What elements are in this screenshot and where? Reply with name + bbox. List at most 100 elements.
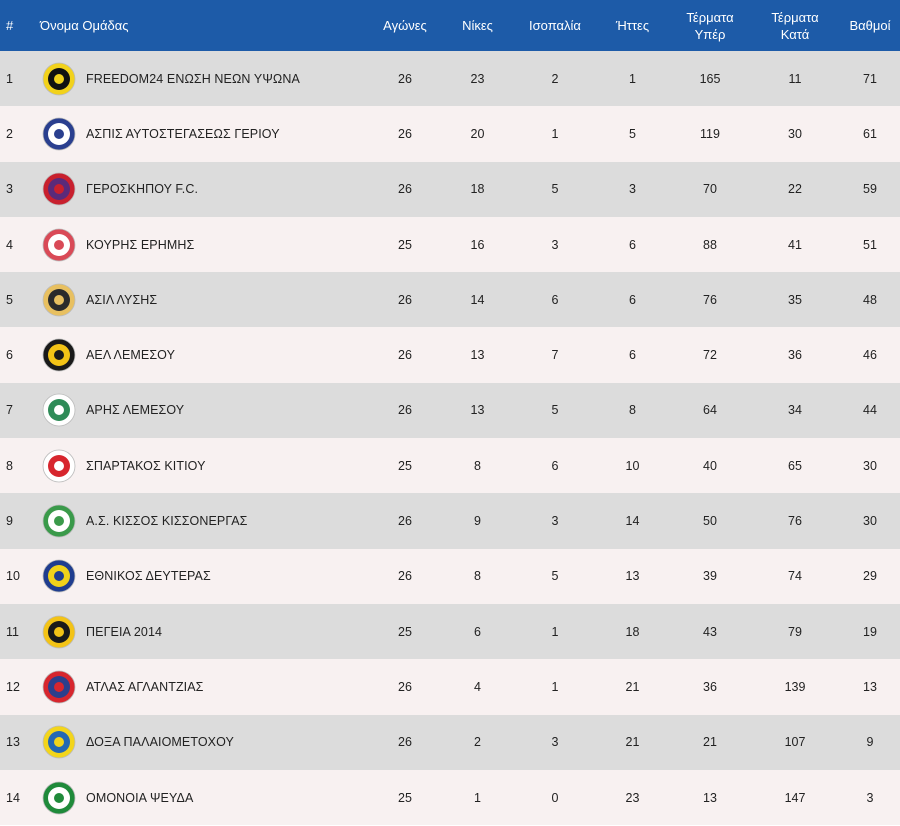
wins-cell: 1 (474, 790, 481, 805)
points-cell: 29 (863, 569, 877, 584)
column-header-team[interactable]: Όνομα Ομάδας (40, 18, 129, 33)
column-header-position[interactable]: # (6, 18, 14, 33)
ethnikos-defteras-crest-icon (42, 559, 76, 593)
played-cell: 26 (398, 348, 412, 363)
table-row[interactable]: 7 ΑΡΗΣ ΛΕΜΕΣΟΥ 26 13 5 8 64 34 44 (0, 382, 900, 439)
table-row[interactable]: 11 ΠΕΓΕΙΑ 2014 25 6 1 18 43 79 19 (0, 603, 900, 660)
position-cell: 8 (6, 458, 13, 473)
team-cell[interactable]: ΑΡΗΣ ΛΕΜΕΣΟΥ (40, 383, 370, 438)
team-name[interactable]: ΠΕΓΕΙΑ 2014 (86, 624, 163, 639)
draws-cell: 1 (551, 679, 559, 694)
draws-cell: 0 (551, 790, 559, 805)
wins-cell: 14 (470, 292, 485, 307)
table-row[interactable]: 14 ΟΜΟΝΟΙΑ ΨΕΥΔΑ 25 1 0 23 13 147 3 (0, 769, 900, 826)
team-cell[interactable]: ΑΣΙΛ ΛΥΣΗΣ (40, 272, 370, 327)
played-cell: 26 (398, 679, 412, 694)
table-row[interactable]: 4 ΚΟΥΡΗΣ ΕΡΗΜΗΣ 25 16 3 6 88 41 51 (0, 216, 900, 273)
goals-against-cell: 36 (788, 348, 802, 363)
column-header-goals-for[interactable]: Τέρματα Υπέρ (670, 0, 750, 51)
atlas-aglantzias-crest-icon (42, 670, 76, 704)
table-row[interactable]: 12 ΑΤΛΑΣ ΑΓΛΑΝΤΖΙΑΣ 26 4 1 21 36 139 13 (0, 659, 900, 715)
draws-cell: 5 (551, 403, 559, 418)
team-cell[interactable]: ΠΕΓΕΙΑ 2014 (40, 604, 370, 659)
team-name[interactable]: ΟΜΟΝΟΙΑ ΨΕΥΔΑ (86, 790, 194, 805)
table-row[interactable]: 1 FREEDOM24 ΕΝΩΣΗ ΝΕΩΝ ΥΨΩΝΑ 26 23 2 1 165 11 71 (0, 51, 900, 107)
position-cell: 12 (6, 679, 20, 694)
column-header-played[interactable]: Αγώνες (383, 18, 427, 33)
kouris-erimis-crest-icon (42, 228, 76, 261)
team-cell-content: ΑΣΠΙΣ ΑΥΤΟΣΤΕΓΑΣΕΩΣ ΓΕΡΙΟΥ (40, 117, 370, 151)
team-cell[interactable]: ΣΠΑΡΤΑΚΟΣ ΚΙΤΙΟΥ (40, 438, 370, 493)
team-cell[interactable]: FREEDOM24 ΕΝΩΣΗ ΝΕΩΝ ΥΨΩΝΑ (40, 51, 370, 106)
table-row[interactable]: 9 Α.Σ. ΚΙΣΣΟΣ ΚΙΣΣΟΝΕΡΓΑΣ 26 9 3 14 50 76 30 (0, 493, 900, 549)
losses-cell: 6 (629, 292, 636, 307)
column-header-goals-against[interactable]: Τέρματα Κατά (750, 0, 840, 51)
team-name[interactable]: ΔΟΞΑ ΠΑΛΑΙΟΜΕΤΟΧΟΥ (86, 735, 234, 750)
team-name[interactable]: FREEDOM24 ΕΝΩΣΗ ΝΕΩΝ ΥΨΩΝΑ (86, 71, 300, 86)
team-name[interactable]: ΕΘΝΙΚΟΣ ΔΕΥΤΕΡΑΣ (86, 569, 211, 584)
column-header-wins[interactable]: Νίκες (462, 18, 493, 33)
draws-cell: 5 (551, 182, 559, 197)
team-cell[interactable]: ΑΣΠΙΣ ΑΥΤΟΣΤΕΓΑΣΕΩΣ ΓΕΡΙΟΥ (40, 106, 370, 161)
team-cell[interactable]: ΓΕΡΟΣΚΗΠΟΥ F.C. (40, 162, 370, 217)
table-row[interactable]: 8 ΣΠΑΡΤΑΚΟΣ ΚΙΤΙΟΥ 25 8 6 10 40 65 30 (0, 438, 900, 494)
table-row[interactable]: 3 ΓΕΡΟΣΚΗΠΟΥ F.C. 26 18 5 3 70 22 59 (0, 161, 900, 217)
team-name[interactable]: ΣΠΑΡΤΑΚΟΣ ΚΙΤΙΟΥ (86, 458, 206, 473)
points-cell: 44 (863, 403, 877, 418)
played-cell: 26 (398, 569, 412, 584)
table-row[interactable]: 5 ΑΣΙΛ ΛΥΣΗΣ 26 14 6 6 76 35 48 (0, 272, 900, 328)
table-row[interactable]: 10 ΕΘΝΙΚΟΣ ΔΕΥΤΕΡΑΣ 26 8 5 13 39 74 29 (0, 548, 900, 604)
team-cell[interactable]: Α.Σ. ΚΙΣΣΟΣ ΚΙΣΣΟΝΕΡΓΑΣ (40, 493, 370, 548)
team-cell-content: ΚΟΥΡΗΣ ΕΡΗΜΗΣ (40, 228, 370, 262)
team-name[interactable]: ΓΕΡΟΣΚΗΠΟΥ F.C. (86, 182, 199, 197)
team-name[interactable]: Α.Σ. ΚΙΣΣΟΣ ΚΙΣΣΟΝΕΡΓΑΣ (86, 514, 248, 529)
team-cell[interactable]: ΕΘΝΙΚΟΣ ΔΕΥΤΕΡΑΣ (40, 549, 370, 604)
losses-cell: 21 (625, 735, 640, 750)
team-name[interactable]: ΑΣΙΛ ΛΥΣΗΣ (86, 292, 158, 307)
table-row[interactable]: 13 ΔΟΞΑ ΠΑΛΑΙΟΜΕΤΟΧΟΥ 26 2 3 21 21 107 9 (0, 714, 900, 770)
played-cell: 26 (398, 292, 412, 307)
column-header-losses[interactable]: Ήττες (615, 18, 650, 33)
goals-for-cell: 119 (700, 126, 720, 141)
team-cell-content: ΕΘΝΙΚΟΣ ΔΕΥΤΕΡΑΣ (40, 559, 370, 593)
losses-cell: 5 (629, 126, 636, 141)
team-name[interactable]: ΑΣΠΙΣ ΑΥΤΟΣΤΕΓΑΣΕΩΣ ΓΕΡΙΟΥ (86, 126, 280, 141)
points-cell: 30 (863, 514, 877, 529)
team-cell[interactable]: ΑΕΛ ΛΕΜΕΣΟΥ (40, 327, 370, 382)
position-cell: 5 (6, 292, 13, 307)
team-cell-content: ΟΜΟΝΟΙΑ ΨΕΥΔΑ (40, 781, 370, 815)
team-cell-content: Α.Σ. ΚΙΣΣΟΣ ΚΙΣΣΟΝΕΡΓΑΣ (40, 504, 370, 538)
points-cell: 71 (863, 71, 877, 86)
goals-for-cell: 13 (703, 790, 717, 805)
position-cell: 13 (6, 735, 20, 750)
draws-cell: 3 (551, 735, 559, 750)
draws-cell: 1 (551, 126, 559, 141)
standings-header: # Όνομα Ομάδας Αγώνες Νίκες Ισοπαλία Ήττ… (0, 0, 900, 51)
draws-cell: 5 (551, 569, 559, 584)
aris-lemesou-crest-icon (42, 394, 76, 427)
table-row[interactable]: 2 ΑΣΠΙΣ ΑΥΤΟΣΤΕΓΑΣΕΩΣ ΓΕΡΙΟΥ 26 20 1 5 119 30 61 (0, 106, 900, 162)
played-cell: 25 (398, 624, 412, 639)
team-cell[interactable]: ΑΤΛΑΣ ΑΓΛΑΝΤΖΙΑΣ (40, 659, 370, 714)
table-row[interactable]: 6 ΑΕΛ ΛΕΜΕΣΟΥ 26 13 7 6 72 36 46 (0, 327, 900, 383)
goals-against-cell: 79 (788, 624, 802, 639)
goals-for-cell: 165 (699, 71, 721, 86)
played-cell: 26 (398, 403, 412, 418)
goals-against-cell: 41 (788, 237, 802, 252)
team-cell-content: ΑΤΛΑΣ ΑΓΛΑΝΤΖΙΑΣ (40, 670, 370, 704)
team-name[interactable]: ΚΟΥΡΗΣ ΕΡΗΜΗΣ (86, 237, 195, 252)
team-cell[interactable]: ΔΟΞΑ ΠΑΛΑΙΟΜΕΤΟΧΟΥ (40, 715, 370, 770)
team-name[interactable]: ΑΤΛΑΣ ΑΓΛΑΝΤΖΙΑΣ (86, 679, 204, 694)
team-name[interactable]: ΑΕΛ ΛΕΜΕΣΟΥ (86, 348, 176, 363)
wins-cell: 20 (470, 126, 485, 141)
team-name[interactable]: ΑΡΗΣ ΛΕΜΕΣΟΥ (86, 403, 185, 418)
spartakos-kitiou-crest-icon (42, 449, 76, 483)
losses-cell: 23 (625, 790, 640, 805)
goals-for-cell: 72 (703, 348, 717, 363)
draws-cell: 6 (551, 458, 559, 473)
goals-for-cell: 39 (703, 569, 717, 584)
column-header-draws[interactable]: Ισοπαλία (529, 18, 581, 33)
team-cell[interactable]: ΟΜΟΝΟΙΑ ΨΕΥΔΑ (40, 770, 370, 825)
team-cell[interactable]: ΚΟΥΡΗΣ ΕΡΗΜΗΣ (40, 217, 370, 272)
column-header-points[interactable]: Βαθμοί (849, 18, 891, 33)
